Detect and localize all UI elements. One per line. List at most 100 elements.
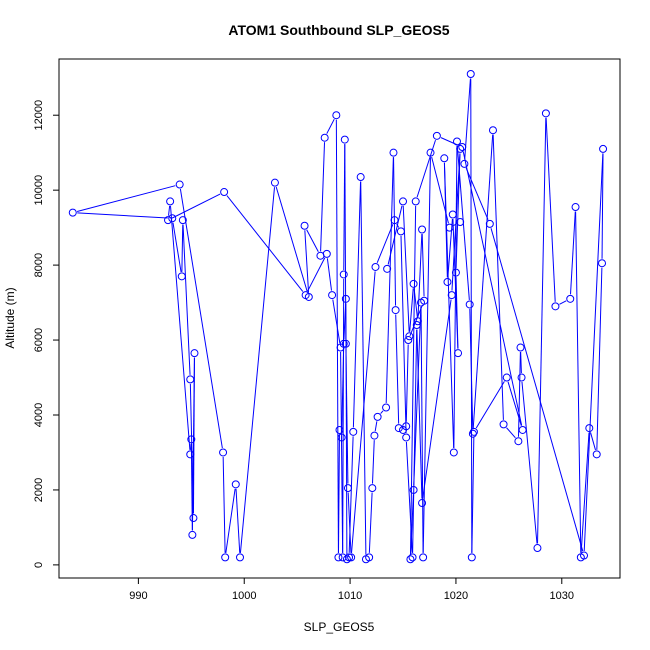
- series-line-segment: [222, 456, 226, 553]
- series-line-segment: [416, 139, 436, 198]
- data-point: [406, 555, 415, 564]
- series-line-segment: [351, 271, 376, 553]
- data-point: [168, 214, 177, 223]
- data-point: [585, 424, 594, 433]
- series-line-segment: [506, 427, 516, 439]
- series-line-segment: [472, 134, 494, 430]
- data-point: [454, 349, 463, 358]
- data-point: [382, 403, 391, 412]
- series-line-segment: [342, 278, 345, 553]
- data-point: [343, 484, 352, 493]
- series-line-segment: [335, 119, 339, 553]
- data-point: [405, 332, 414, 341]
- data-point: [341, 294, 350, 303]
- series-line-segment: [583, 153, 604, 552]
- series-line-segment: [275, 186, 309, 293]
- data-point: [468, 429, 477, 438]
- data-point: [409, 485, 418, 494]
- data-point: [502, 373, 511, 382]
- data-point: [396, 227, 405, 236]
- data-point: [467, 553, 476, 562]
- data-point: [580, 551, 589, 560]
- plot-frame: [58, 58, 621, 579]
- data-point: [322, 249, 331, 258]
- data-point: [465, 300, 474, 309]
- data-point: [373, 412, 382, 421]
- data-point: [418, 225, 427, 234]
- series-line-segment: [422, 157, 431, 553]
- series-line-segment: [537, 117, 547, 544]
- series-line-segment: [405, 344, 409, 422]
- data-point: [551, 302, 560, 311]
- series-line-segment: [575, 211, 582, 553]
- series-line-segment: [400, 235, 407, 433]
- data-point: [340, 135, 349, 144]
- data-point: [485, 219, 494, 228]
- data-point: [592, 450, 601, 459]
- data-point: [533, 544, 542, 553]
- y-tick-label: 10000: [33, 175, 45, 206]
- y-tick-label: 4000: [33, 403, 45, 427]
- data-point: [418, 499, 427, 508]
- data-point: [409, 279, 418, 288]
- series-line-segment: [507, 381, 522, 426]
- series-line-segment: [517, 352, 521, 437]
- series-line-segment: [447, 218, 453, 278]
- series-line-segment: [416, 329, 423, 499]
- series-line-segment: [77, 212, 168, 219]
- data-point: [394, 424, 403, 433]
- series-line-segment: [340, 352, 344, 553]
- data-point: [356, 173, 365, 182]
- data-point: [449, 448, 458, 457]
- series-line-segment: [393, 157, 397, 306]
- series-line-segment: [171, 193, 221, 219]
- x-tick-label: 1020: [444, 590, 468, 602]
- series-line-segment: [492, 134, 504, 420]
- series-line-segment: [191, 357, 195, 531]
- data-point: [391, 306, 400, 315]
- data-point: [336, 343, 345, 352]
- data-point: [186, 450, 195, 459]
- series-line-segment: [412, 329, 418, 553]
- series-line-segment: [332, 299, 341, 344]
- x-tick-label: 990: [129, 590, 147, 602]
- series-line-segment: [520, 352, 522, 374]
- data-point: [349, 427, 358, 436]
- data-point: [443, 277, 452, 286]
- data-point: [571, 203, 580, 212]
- data-point: [371, 262, 380, 271]
- y-tick-label: 8000: [33, 253, 45, 277]
- series-line-segment: [368, 492, 373, 553]
- series-line-segment: [395, 314, 400, 424]
- series-line-segment: [352, 181, 362, 428]
- series-line-segment: [521, 381, 538, 544]
- series-line-segment: [440, 137, 459, 146]
- x-tick-label: 1000: [232, 590, 256, 602]
- data-point: [339, 270, 348, 279]
- data-point: [599, 144, 608, 153]
- series-line-segment: [410, 494, 414, 555]
- data-point: [451, 268, 460, 277]
- series-line-segment: [471, 436, 475, 553]
- x-axis: 990 1000 1010 1020 1030: [129, 578, 574, 602]
- data-point: [404, 336, 413, 345]
- data-point: [499, 420, 508, 429]
- series-line-segment: [360, 181, 367, 555]
- series-line-segment: [385, 157, 394, 404]
- data-point: [469, 427, 478, 436]
- data-point: [598, 259, 607, 268]
- y-axis: 0 2000 4000 6000 8000 10000 12000: [33, 100, 59, 568]
- series-line-segment: [422, 299, 452, 499]
- data-point: [231, 480, 240, 489]
- series-line-segment: [417, 233, 423, 317]
- data-point: [458, 143, 467, 152]
- series-line-segment: [179, 188, 223, 449]
- data-point: [408, 553, 417, 562]
- series-line-segment: [168, 205, 171, 216]
- data-point: [389, 148, 398, 157]
- x-tick-label: 1010: [338, 590, 362, 602]
- series-line-segment: [344, 144, 347, 340]
- series-line-segment: [409, 288, 414, 332]
- series-line-segment: [409, 205, 417, 555]
- x-axis-label: SLP_GEOS5: [304, 620, 375, 634]
